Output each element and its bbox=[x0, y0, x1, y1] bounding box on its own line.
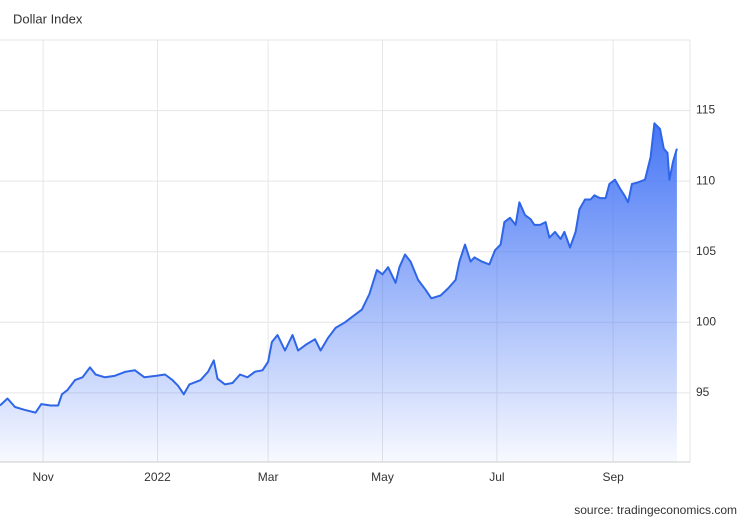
x-tick-label: May bbox=[371, 470, 394, 484]
x-tick-label: Nov bbox=[32, 470, 53, 484]
line bbox=[0, 122, 678, 414]
source-note: source: tradingeconomics.com bbox=[574, 503, 737, 517]
y-tick-label: 115 bbox=[696, 103, 715, 117]
y-tick-label: 100 bbox=[696, 314, 716, 328]
chart-title: Dollar Index bbox=[13, 11, 83, 26]
area bbox=[0, 123, 677, 463]
y-tick-label: 95 bbox=[696, 385, 710, 399]
x-tick-label: Jul bbox=[489, 470, 504, 484]
x-tick-label: 2022 bbox=[144, 470, 171, 484]
x-tick-label: Mar bbox=[258, 470, 279, 484]
y-tick-label: 105 bbox=[696, 244, 716, 258]
y-tick-label: 110 bbox=[696, 173, 715, 187]
x-tick-label: Sep bbox=[602, 470, 624, 484]
